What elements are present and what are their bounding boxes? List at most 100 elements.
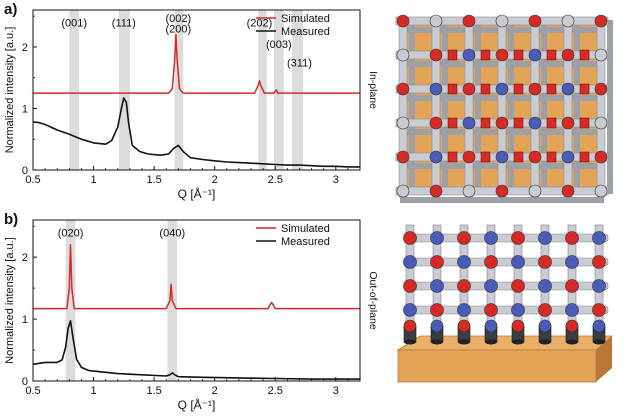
back-rod-vertical: [541, 20, 547, 194]
lattice-node: [430, 279, 444, 293]
lattice-node: [430, 231, 444, 245]
lattice-node: [594, 150, 608, 164]
back-rod-vertical: [475, 20, 481, 194]
linker-node: [513, 117, 524, 129]
linker-node: [579, 151, 590, 163]
lattice-node: [538, 231, 552, 245]
lattice-node: [403, 303, 417, 317]
lattice-node: [592, 319, 606, 333]
panel-b-label: b): [4, 211, 18, 228]
panel-a-y-axis-label: Normalized intensity [a.u.]: [4, 27, 16, 154]
lattice-node: [495, 184, 509, 198]
panel-b-legend-label-measured: Measured: [281, 236, 330, 248]
panel-a-highlight-band: [174, 10, 184, 170]
panel-a-x-tick-label: 1.5: [146, 174, 161, 186]
panel-a-y-tick-label: 2: [22, 42, 28, 54]
lattice-node: [538, 319, 552, 333]
panel-a-series-simulated: [33, 33, 360, 94]
panel-a-y-tick-label: 1: [22, 103, 28, 115]
rod-vertical: [431, 16, 441, 198]
back-rod-vertical: [508, 20, 514, 194]
substrate-side: [596, 336, 612, 382]
panel-a-label: a): [4, 1, 17, 18]
panel-a-series-measured: [32, 97, 360, 168]
panel-b-x-tick-label: 2: [212, 385, 218, 397]
lattice-node: [538, 303, 552, 317]
lattice-node: [430, 255, 444, 269]
lattice-node: [511, 279, 525, 293]
pillar-foot-base: [485, 339, 497, 345]
linker-node: [480, 117, 491, 129]
lattice-node: [457, 319, 471, 333]
panel-b-y-axis-label: Normalized intensity [a.u.]: [4, 237, 16, 364]
linker-node: [513, 83, 524, 95]
lattice-node: [396, 150, 410, 164]
lattice-node: [484, 231, 498, 245]
lattice-node: [396, 184, 410, 198]
panel-b-side-label: Out-of-plane: [367, 271, 379, 330]
lattice-node: [511, 303, 525, 317]
lattice-node: [403, 255, 417, 269]
rod-vertical: [530, 16, 540, 198]
panel-a-x-tick-label: 0.5: [25, 174, 40, 186]
panel-a-x-axis-label: Q [Å⁻¹]: [178, 186, 216, 201]
back-rod-vertical: [409, 20, 415, 194]
panel-a-y-tick-label: 0: [22, 165, 28, 177]
panel-a-peak-label: (111): [112, 17, 136, 29]
lattice-node: [462, 184, 476, 198]
lattice-node: [457, 231, 471, 245]
lattice-node: [403, 279, 417, 293]
panel-a-highlight-band: [69, 10, 80, 170]
lattice-node: [565, 319, 579, 333]
panel-a-x-tick-label: 2: [212, 174, 218, 186]
linker-node: [546, 49, 557, 61]
rod-vertical: [398, 16, 408, 198]
lattice-node: [565, 279, 579, 293]
panel-a-peak-label: (200): [165, 23, 191, 35]
lattice-node: [565, 303, 579, 317]
rod-vertical: [497, 16, 507, 198]
linker-node: [546, 117, 557, 129]
panel-a-x-tick-label: 2.5: [268, 174, 283, 186]
panel-b-x-tick-label: 3: [333, 385, 339, 397]
lattice-node: [495, 82, 509, 96]
lattice-node: [528, 116, 542, 130]
back-rod-vertical: [442, 20, 448, 194]
lattice-node: [592, 303, 606, 317]
lattice-node: [462, 82, 476, 96]
lattice-node: [462, 14, 476, 28]
panel-a-peak-label: (002): [165, 13, 191, 25]
lattice-node: [528, 82, 542, 96]
panel-b-x-tick-label: 1: [90, 385, 96, 397]
lattice-node: [528, 48, 542, 62]
pillar-foot-base: [539, 339, 551, 345]
linker-node: [579, 117, 590, 129]
panel-b-y-tick-label: 0: [22, 376, 28, 388]
linker-node: [546, 83, 557, 95]
linker-node: [447, 151, 458, 163]
linker-node: [513, 49, 524, 61]
panel-a-peak-label: (202): [247, 17, 273, 29]
panel-a-x-tick-label: 1: [90, 174, 96, 186]
rod-vertical: [563, 16, 573, 198]
lattice-node: [594, 48, 608, 62]
lattice-node: [462, 150, 476, 164]
lattice-node: [511, 231, 525, 245]
lattice-node: [561, 14, 575, 28]
substrate-top: [396, 335, 614, 351]
linker-node: [447, 83, 458, 95]
linker-node: [513, 151, 524, 163]
lattice-node: [594, 82, 608, 96]
rod-vertical: [464, 16, 474, 198]
pillar-foot-base: [431, 339, 443, 345]
lattice-node: [484, 255, 498, 269]
lattice-node: [561, 116, 575, 130]
lattice-node: [561, 150, 575, 164]
lattice-node: [403, 319, 417, 333]
crystal-out-of-plane-illustration: [396, 224, 614, 383]
lattice-node: [403, 231, 417, 245]
lattice-node: [429, 150, 443, 164]
lattice-node: [511, 255, 525, 269]
